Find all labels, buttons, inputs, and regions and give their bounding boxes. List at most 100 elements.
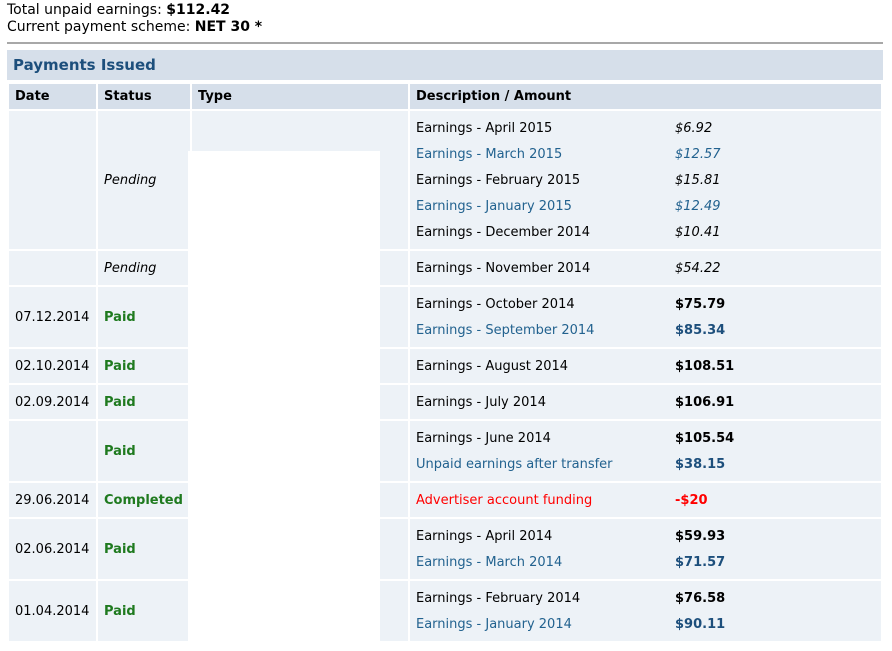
date-cell: 02.09.2014 (9, 385, 96, 419)
item-description[interactable]: Unpaid earnings after transfer (416, 456, 613, 472)
status-cell: Paid (98, 581, 190, 641)
date-cell (9, 251, 96, 285)
table-row: 07.12.2014 Paid Earnings - October 2014 $75… (9, 287, 881, 347)
unpaid-value: $112.42 (166, 2, 231, 18)
item-amount: $54.22 (675, 260, 721, 276)
scheme-label: Current payment scheme: (7, 19, 191, 35)
item-amount: $108.51 (675, 358, 735, 374)
date-cell: 07.12.2014 (9, 287, 96, 347)
item-description: Earnings - February 2014 (416, 590, 581, 606)
item-description: Advertiser account funding (416, 492, 593, 508)
date-cell: 29.06.2014 (9, 483, 96, 517)
item-description: Earnings - October 2014 (416, 296, 575, 312)
description-cell: Earnings - October 2014 $75.79 Earnings - … (410, 287, 881, 347)
status-cell: Paid (98, 349, 190, 383)
col-date: Date (9, 84, 96, 109)
description-cell: Earnings - June 2014 $105.54 Unpaid earnin… (410, 421, 881, 481)
line-item: Earnings - June 2014 $105.54 (416, 425, 875, 451)
date-cell (9, 421, 96, 481)
item-amount: $10.41 (675, 224, 721, 240)
item-description: Earnings - February 2015 (416, 172, 581, 188)
status-cell: Pending (98, 251, 190, 285)
status-cell: Pending (98, 111, 190, 249)
description-cell: Earnings - April 2014 $59.93 Earnings - Ma… (410, 519, 881, 579)
line-item: Earnings - March 2014 $71.57 (416, 549, 875, 575)
table-row: 29.06.2014 Completed Advertiser account fu… (9, 483, 881, 517)
date-cell: 01.04.2014 (9, 581, 96, 641)
table-row: Pending Earnings - November 2014 $54.22 (9, 251, 881, 285)
line-item: Earnings - December 2014 $10.41 (416, 219, 875, 245)
unpaid-label: Total unpaid earnings: (7, 2, 162, 18)
table-row: 02.09.2014 Paid Earnings - July 2014 $106.9… (9, 385, 881, 419)
redacted-area (188, 151, 380, 648)
divider (7, 42, 883, 44)
item-amount: $105.54 (675, 430, 735, 446)
section-title: Payments Issued (13, 56, 156, 74)
item-amount: -$20 (675, 492, 708, 508)
item-amount: $75.79 (675, 296, 726, 312)
table-row: Paid Earnings - June 2014 $105.54 Unpaid ea… (9, 421, 881, 481)
item-description: Earnings - August 2014 (416, 358, 569, 374)
item-amount: $71.57 (675, 554, 726, 570)
date-cell (9, 111, 96, 249)
status-cell: Paid (98, 519, 190, 579)
status-cell: Paid (98, 287, 190, 347)
item-amount: $90.11 (675, 616, 726, 632)
line-item: Earnings - July 2014 $106.91 (416, 389, 875, 415)
item-description[interactable]: Earnings - March 2015 (416, 146, 563, 162)
item-description[interactable]: Earnings - January 2014 (416, 616, 572, 632)
scheme-value: NET 30 * (194, 19, 263, 35)
item-description: Earnings - July 2014 (416, 394, 546, 410)
table-row: 02.06.2014 Paid Earnings - April 2014 $59.9… (9, 519, 881, 579)
description-cell: Earnings - April 2015 $6.92 Earnings - Mar… (410, 111, 881, 249)
section-header: Payments Issued (7, 50, 883, 80)
item-amount: $85.34 (675, 322, 726, 338)
status-cell: Completed (98, 483, 190, 517)
line-item: Advertiser account funding -$20 (416, 487, 875, 513)
item-amount: $6.92 (675, 120, 713, 136)
item-amount: $12.49 (675, 198, 721, 214)
item-description: Earnings - April 2014 (416, 528, 553, 544)
line-item: Earnings - April 2015 $6.92 (416, 115, 875, 141)
status-cell: Paid (98, 421, 190, 481)
item-description[interactable]: Earnings - March 2014 (416, 554, 563, 570)
description-cell: Earnings - November 2014 $54.22 (410, 251, 881, 285)
item-amount: $59.93 (675, 528, 726, 544)
table-row: 02.10.2014 Paid Earnings - August 2014 $108… (9, 349, 881, 383)
description-cell: Earnings - July 2014 $106.91 (410, 385, 881, 419)
status-cell: Paid (98, 385, 190, 419)
table-row: 01.04.2014 Paid Earnings - February 2014 $7… (9, 581, 881, 641)
item-amount: $12.57 (675, 146, 721, 162)
item-description: Earnings - June 2014 (416, 430, 551, 446)
item-description: Earnings - November 2014 (416, 260, 591, 276)
line-item: Earnings - January 2014 $90.11 (416, 611, 875, 637)
col-description: Description / Amount (410, 84, 881, 109)
item-description[interactable]: Earnings - September 2014 (416, 322, 595, 338)
description-cell: Advertiser account funding -$20 (410, 483, 881, 517)
item-amount: $38.15 (675, 456, 726, 472)
line-item: Earnings - April 2014 $59.93 (416, 523, 875, 549)
line-item: Earnings - January 2015 $12.49 (416, 193, 875, 219)
line-item: Earnings - February 2015 $15.81 (416, 167, 875, 193)
payments-table: Date Status Type Description / Amount Pe… (7, 82, 883, 643)
item-description: Earnings - December 2014 (416, 224, 590, 240)
item-description: Earnings - April 2015 (416, 120, 553, 136)
item-amount: $15.81 (675, 172, 721, 188)
line-item: Earnings - September 2014 $85.34 (416, 317, 875, 343)
col-status: Status (98, 84, 190, 109)
line-item: Earnings - March 2015 $12.57 (416, 141, 875, 167)
table-row: Pending Earnings - April 2015 $6.92 Earning… (9, 111, 881, 249)
item-description[interactable]: Earnings - January 2015 (416, 198, 572, 214)
line-item: Unpaid earnings after transfer $38.15 (416, 451, 875, 477)
item-amount: $76.58 (675, 590, 726, 606)
description-cell: Earnings - August 2014 $108.51 (410, 349, 881, 383)
date-cell: 02.10.2014 (9, 349, 96, 383)
earnings-summary: Total unpaid earnings: $112.42 Current p… (7, 2, 262, 36)
date-cell: 02.06.2014 (9, 519, 96, 579)
line-item: Earnings - October 2014 $75.79 (416, 291, 875, 317)
line-item: Earnings - November 2014 $54.22 (416, 255, 875, 281)
description-cell: Earnings - February 2014 $76.58 Earnings -… (410, 581, 881, 641)
line-item: Earnings - August 2014 $108.51 (416, 353, 875, 379)
item-amount: $106.91 (675, 394, 735, 410)
col-type: Type (192, 84, 408, 109)
